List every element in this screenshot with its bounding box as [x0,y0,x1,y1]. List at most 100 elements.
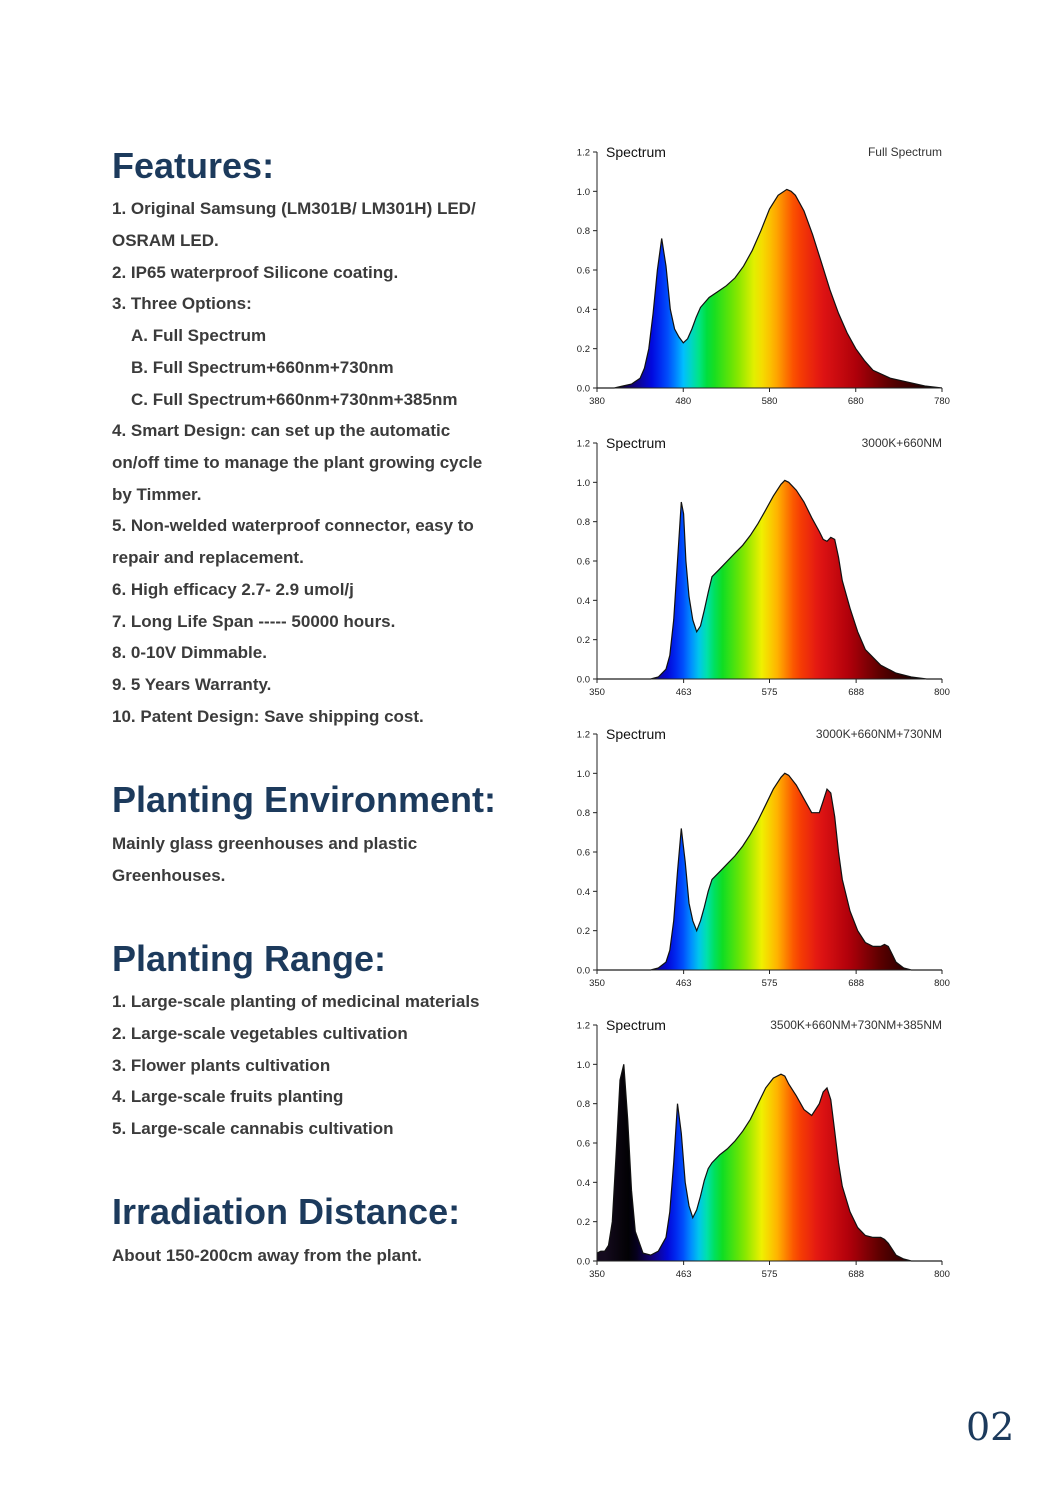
features-line: 3. Three Options: [112,294,252,313]
x-tick-label: 350 [589,687,605,698]
y-tick-label: 0.0 [577,966,590,977]
spectrum-chart-full: 0.0 0.2 0.4 0.6 0.8 1.0 1.2 380 480 580 680 780 Spec… [565,140,955,410]
spectrum-line-0 [597,479,942,680]
spectrum-area-0 [597,189,942,388]
x-tick-label: 350 [589,1269,605,1280]
y-tick-label: 0.4 [577,596,590,607]
option-b: B. Full Spectrum+660nm+730nm [131,358,394,377]
environment-line: Mainly glass greenhouses and plastic [112,834,418,853]
x-tick-label: 688 [848,1269,864,1280]
y-tick-label: 0.2 [577,635,590,646]
x-tick-label: 350 [589,978,605,989]
features-line: OSRAM LED. [112,231,219,250]
features-line: 8. 0-10V Dimmable. [112,643,267,662]
x-tick-label: 800 [934,978,950,989]
features-line: 5. Non-welded waterproof connector, easy… [112,516,474,535]
y-tick-label: 1.0 [577,187,590,198]
y-tick-label: 0.0 [577,1257,590,1268]
x-tick-label: 780 [934,396,950,407]
chart-subtitle: 3000K+660NM [862,436,942,450]
spectrum-chart-3000k-660-730: 0.0 0.2 0.4 0.6 0.8 1.0 1.2 350 463 575 688 800 Spec… [565,722,955,992]
features-line: by Timmer. [112,485,202,504]
chart-title: Spectrum [606,726,666,742]
chart-subtitle: 3000K+660NM+730NM [816,727,942,741]
features-line: 7. Long Life Span ----- 50000 hours. [112,612,396,631]
y-tick-label: 1.2 [577,148,590,159]
range-line: 1. Large-scale planting of medicinal mat… [112,992,480,1011]
range-line: 5. Large-scale cannabis cultivation [112,1119,394,1138]
x-tick-label: 463 [676,687,692,698]
environment-heading: Planting Environment: [112,779,497,820]
range-line: 4. Large-scale fruits planting [112,1087,344,1106]
y-tick-label: 1.2 [577,439,590,450]
features-line: 10. Patent Design: Save shipping cost. [112,707,424,726]
y-tick-label: 1.2 [577,730,590,741]
features-line: 2. IP65 waterproof Silicone coating. [112,263,399,282]
spectrum-chart-svg: 0.0 0.2 0.4 0.6 0.8 1.0 1.2 350 463 575 688 800 Spec… [577,1017,950,1280]
x-tick-label: 480 [675,396,691,407]
y-tick-label: 1.0 [577,478,590,489]
features-line: 1. Original Samsung (LM301B/ LM301H) LED… [112,199,476,218]
y-tick-label: 0.6 [577,557,590,568]
distance-heading: Irradiation Distance: [112,1191,461,1232]
y-tick-label: 0.2 [577,344,590,355]
x-tick-label: 463 [676,1269,692,1280]
y-tick-label: 0.4 [577,1178,590,1189]
y-tick-label: 1.2 [577,1021,590,1032]
x-tick-label: 688 [848,978,864,989]
chart-title: Spectrum [606,435,666,451]
option-a: A. Full Spectrum [131,326,267,345]
features-line: on/off time to manage the plant growing … [112,453,483,472]
x-tick-label: 575 [762,687,778,698]
x-tick-label: 575 [762,978,778,989]
features-line: 4. Smart Design: can set up the automati… [112,421,451,440]
x-tick-label: 800 [934,1269,950,1280]
spectrum-chart-3000k-660: 0.0 0.2 0.4 0.6 0.8 1.0 1.2 350 463 575 688 800 Spec… [565,431,955,701]
y-tick-label: 1.0 [577,769,590,780]
y-tick-label: 0.0 [577,384,590,395]
range-heading: Planting Range: [112,938,387,979]
y-tick-label: 0.4 [577,887,590,898]
features-line: repair and replacement. [112,548,304,567]
spectrum-line-0 [596,1064,942,1262]
option-c: C. Full Spectrum+660nm+730nm+385nm [131,390,458,409]
y-tick-label: 0.6 [577,848,590,859]
y-tick-label: 0.0 [577,675,590,686]
spectrum-chart-svg: 0.0 0.2 0.4 0.6 0.8 1.0 1.2 350 463 575 688 800 Spec… [577,435,950,698]
spectrum-chart-svg: 0.0 0.2 0.4 0.6 0.8 1.0 1.2 350 463 575 688 800 Spec… [577,726,950,989]
spectrum-area-0 [597,773,942,970]
chart-title: Spectrum [606,144,666,160]
spectrum-area-0 [597,480,942,679]
chart-title: Spectrum [606,1017,666,1033]
x-tick-label: 380 [589,396,605,407]
environment-line: Greenhouses. [112,866,226,885]
y-tick-label: 0.6 [577,266,590,277]
range-line: 2. Large-scale vegetables cultivation [112,1024,408,1043]
y-tick-label: 0.8 [577,226,590,237]
spectrum-line-0 [597,188,943,389]
features-line: 6. High efficacy 2.7- 2.9 umol/j [112,580,354,599]
spectrum-line-0 [597,772,942,971]
x-tick-label: 688 [848,687,864,698]
y-tick-label: 0.8 [577,808,590,819]
range-line: 3. Flower plants cultivation [112,1056,331,1075]
y-tick-label: 1.0 [577,1060,590,1071]
page-number: 02 [966,1405,1015,1449]
chart-subtitle: 3500K+660NM+730NM+385NM [770,1018,942,1032]
chart-subtitle: Full Spectrum [868,145,942,159]
x-tick-label: 580 [762,396,778,407]
y-tick-label: 0.2 [577,1217,590,1228]
y-tick-label: 0.8 [577,1099,590,1110]
x-tick-label: 575 [762,1269,778,1280]
y-tick-label: 0.8 [577,517,590,528]
y-tick-label: 0.2 [577,926,590,937]
features-heading: Features: [112,145,275,186]
y-tick-label: 0.6 [577,1139,590,1150]
spectrum-area-0 [597,1064,942,1261]
x-tick-label: 463 [676,978,692,989]
distance-line: About 150-200cm away from the plant. [112,1246,422,1265]
spectrum-chart-svg: 0.0 0.2 0.4 0.6 0.8 1.0 1.2 380 480 580 680 780 Spec… [577,144,950,407]
x-tick-label: 800 [934,687,950,698]
x-tick-label: 680 [848,396,864,407]
y-tick-label: 0.4 [577,305,590,316]
